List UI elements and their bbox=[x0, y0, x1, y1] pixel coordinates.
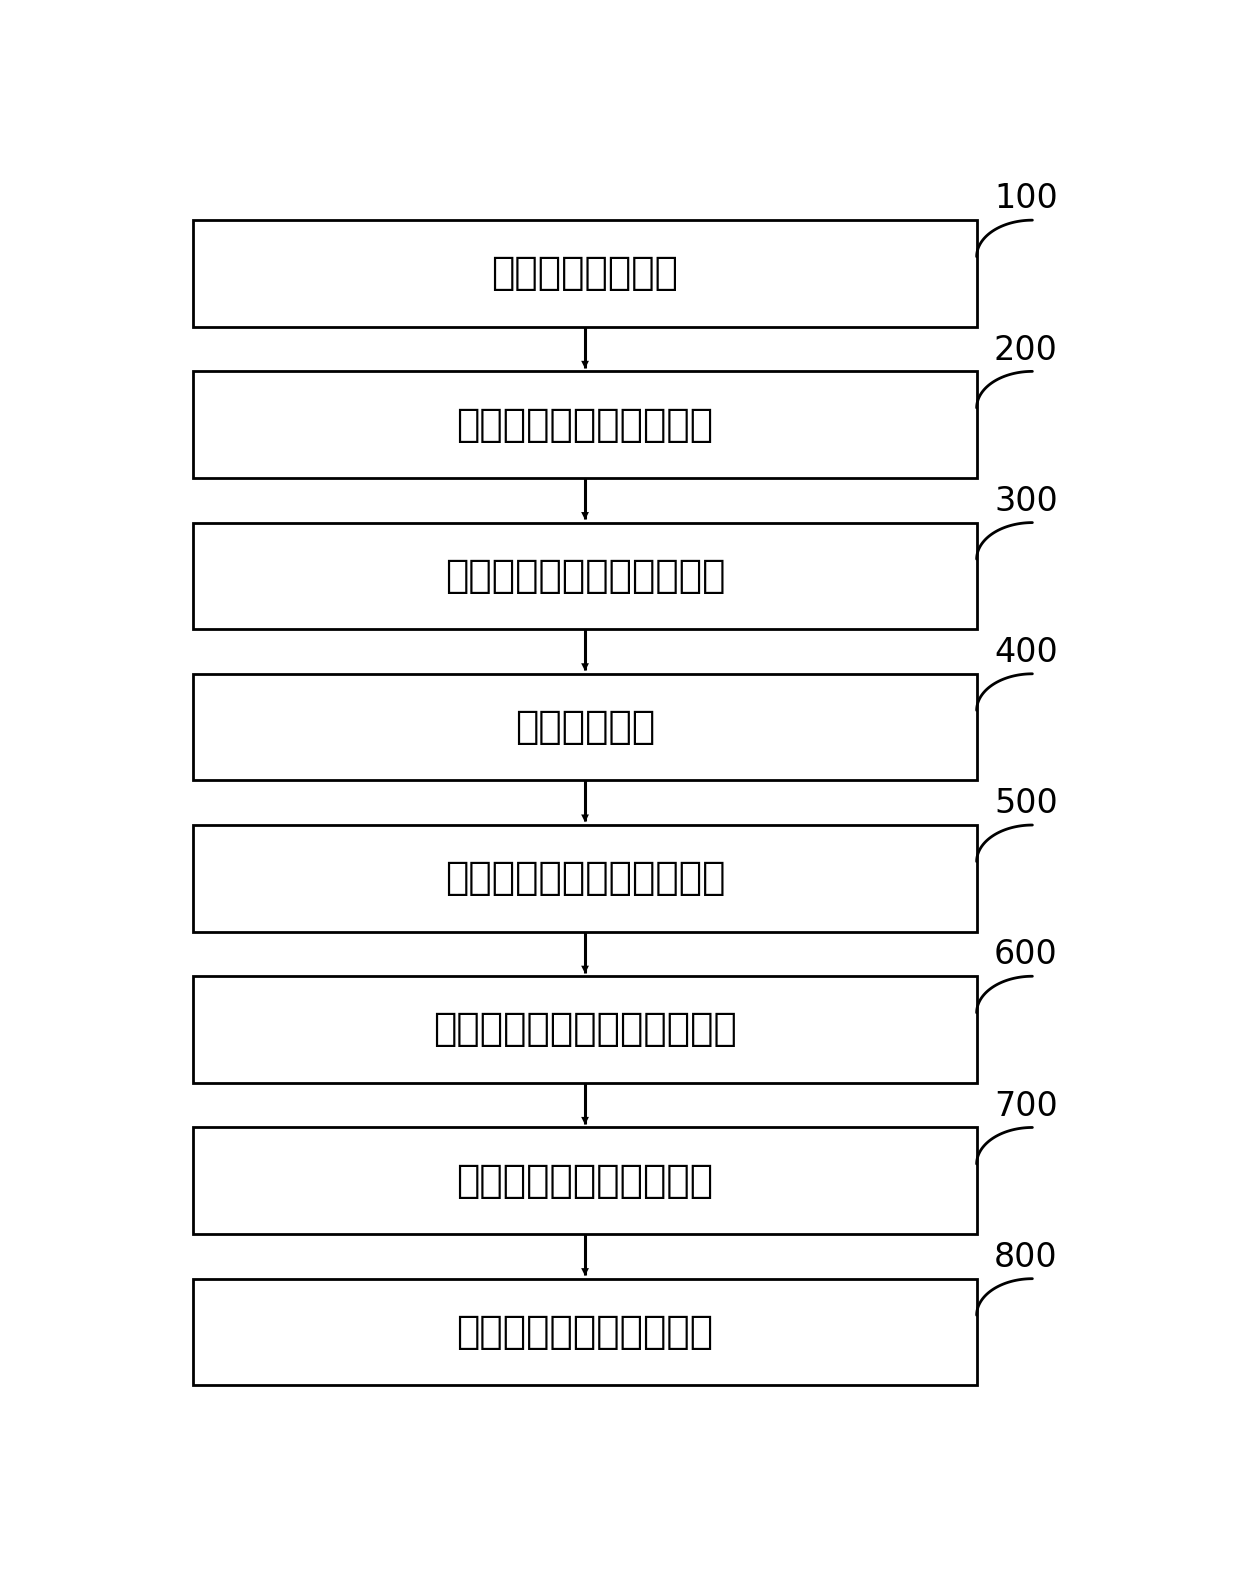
Bar bbox=[193, 372, 977, 477]
Text: 100: 100 bbox=[994, 182, 1058, 215]
Bar bbox=[193, 674, 977, 781]
Text: 特征匹配模块: 特征匹配模块 bbox=[515, 708, 655, 746]
Bar bbox=[193, 1279, 977, 1385]
Text: 700: 700 bbox=[994, 1089, 1058, 1123]
Text: 200: 200 bbox=[994, 334, 1058, 367]
Text: 500: 500 bbox=[994, 787, 1058, 821]
Text: 第一直线和第二直线确定模块: 第一直线和第二直线确定模块 bbox=[433, 1010, 737, 1048]
Text: 空间点三维坐标计算模块: 空间点三维坐标计算模块 bbox=[456, 1162, 713, 1200]
Bar bbox=[193, 220, 977, 327]
Bar bbox=[193, 1127, 977, 1233]
Text: 300: 300 bbox=[994, 485, 1058, 517]
Text: 800: 800 bbox=[994, 1241, 1058, 1274]
Text: 薄壁件振动位移计算模块: 薄壁件振动位移计算模块 bbox=[456, 1312, 713, 1350]
Bar bbox=[193, 975, 977, 1083]
Bar bbox=[193, 825, 977, 931]
Text: 400: 400 bbox=[994, 636, 1058, 669]
Text: 待测振动特征点确定模块: 待测振动特征点确定模块 bbox=[456, 406, 713, 444]
Text: 视频数据获取模块: 视频数据获取模块 bbox=[491, 255, 678, 292]
Bar bbox=[193, 523, 977, 629]
Text: 600: 600 bbox=[994, 939, 1058, 971]
Text: 第一像素坐标集合确定模块: 第一像素坐标集合确定模块 bbox=[445, 557, 725, 594]
Text: 第二像素坐标集合确定模块: 第二像素坐标集合确定模块 bbox=[445, 860, 725, 898]
